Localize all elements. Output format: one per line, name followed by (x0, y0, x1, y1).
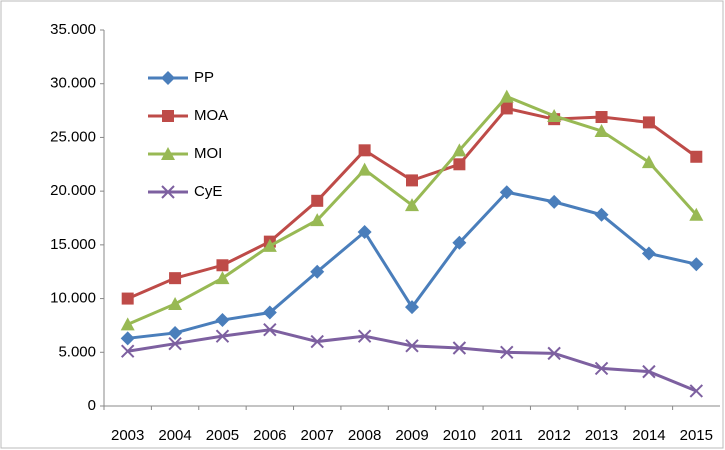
data-point (453, 158, 466, 171)
data-point (168, 336, 182, 351)
data-point (405, 198, 419, 212)
data-point (215, 329, 230, 343)
data-point (452, 341, 467, 355)
x-tick-label: 2007 (301, 427, 334, 444)
x-tick-label: 2015 (680, 427, 713, 444)
data-point (641, 246, 656, 261)
legend-label: CyE (194, 183, 222, 200)
legend-label: MOI (194, 145, 222, 162)
data-point (690, 150, 703, 163)
data-point (641, 155, 656, 169)
data-point (452, 235, 467, 250)
data-point (547, 194, 562, 209)
data-point (262, 238, 277, 252)
data-point (689, 207, 704, 221)
x-tick-label: 2006 (253, 427, 286, 444)
data-point (547, 108, 562, 122)
data-point (595, 111, 608, 124)
x-tick-label: 2009 (395, 427, 428, 444)
data-point (121, 292, 134, 305)
data-point (311, 194, 324, 207)
data-point (262, 305, 277, 320)
data-point (500, 345, 514, 359)
legend-marker (162, 110, 174, 122)
data-point (310, 334, 324, 349)
data-point (120, 317, 135, 331)
data-point (642, 116, 655, 129)
data-point (689, 257, 704, 272)
data-point (499, 185, 514, 200)
data-point (357, 224, 372, 239)
y-tick-label: 30.000 (50, 75, 96, 92)
data-point (689, 384, 704, 398)
y-tick-label: 5.000 (58, 343, 96, 360)
data-point (594, 123, 609, 137)
data-point (169, 272, 182, 285)
x-tick-label: 2010 (443, 427, 476, 444)
data-point (215, 271, 230, 285)
data-point (405, 300, 419, 315)
data-point (642, 364, 656, 379)
data-point (547, 346, 561, 361)
data-point (357, 162, 372, 176)
data-point (594, 207, 609, 222)
x-tick-label: 2004 (158, 427, 191, 444)
data-point (310, 213, 325, 227)
legend-marker (161, 147, 175, 160)
y-tick-label: 15.000 (50, 236, 96, 253)
data-point (216, 259, 229, 272)
y-tick-label: 0 (88, 397, 96, 414)
x-tick-label: 2011 (491, 427, 523, 444)
data-point (499, 89, 514, 103)
data-point (168, 296, 183, 310)
legend-label: MOA (194, 107, 228, 124)
y-tick-label: 10.000 (50, 290, 96, 307)
legend-label: PP (194, 69, 214, 86)
data-point (406, 174, 418, 187)
data-point (452, 143, 467, 157)
legend-marker (161, 71, 175, 85)
x-tick-label: 2014 (632, 427, 665, 444)
y-tick-label: 35.000 (50, 21, 96, 38)
x-tick-label: 2008 (348, 427, 381, 444)
data-point (120, 331, 135, 346)
data-point (215, 313, 230, 328)
data-point (500, 102, 513, 115)
data-point (357, 329, 372, 343)
y-tick-label: 25.000 (50, 128, 96, 145)
legend-marker (161, 185, 175, 199)
data-point (594, 361, 609, 376)
data-point (405, 339, 419, 353)
x-tick-label: 2005 (206, 427, 239, 444)
x-tick-label: 2013 (585, 427, 618, 444)
x-tick-label: 2012 (537, 427, 570, 444)
data-point (263, 323, 277, 337)
x-tick-label: 2003 (111, 427, 144, 444)
data-point (310, 264, 325, 279)
data-point (358, 144, 371, 157)
data-point (168, 325, 183, 340)
y-tick-label: 20.000 (50, 182, 96, 199)
data-point (120, 344, 135, 358)
